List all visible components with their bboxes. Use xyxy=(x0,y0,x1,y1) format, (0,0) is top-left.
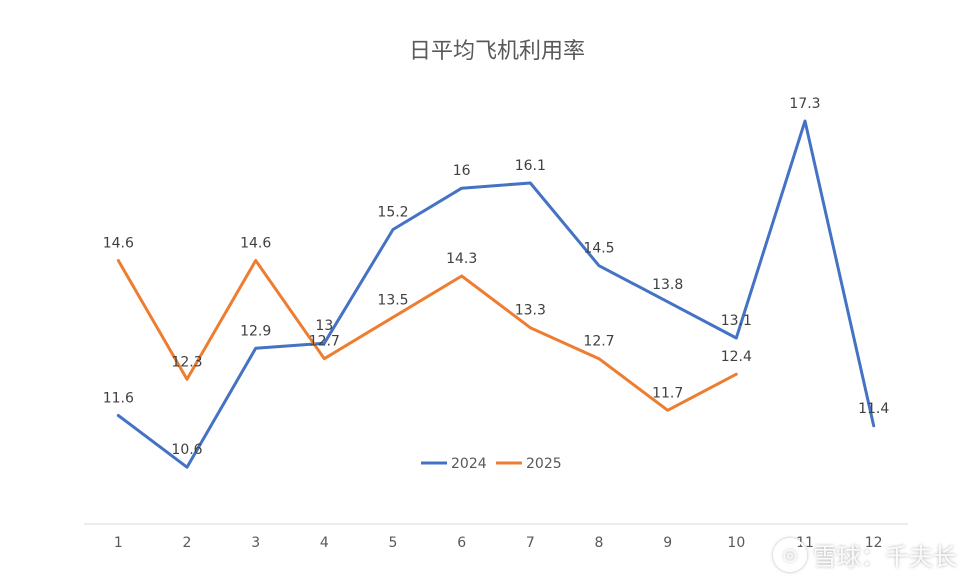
data-label-2024: 11.4 xyxy=(858,401,889,417)
data-label-2025: 14.6 xyxy=(103,236,134,252)
x-tick-label: 5 xyxy=(389,535,398,551)
data-label-2025: 14.3 xyxy=(446,251,477,267)
x-tick-label: 6 xyxy=(457,535,466,551)
snowball-logo-icon: ◎ xyxy=(773,537,807,572)
legend-label: 2024 xyxy=(451,456,487,472)
data-label-2024: 13 xyxy=(315,318,333,334)
watermark: ◎ 雪球：千夫长 xyxy=(773,537,957,572)
data-label-2025: 11.7 xyxy=(652,385,683,401)
data-label-2024: 12.9 xyxy=(240,323,271,339)
data-label-2025: 13.5 xyxy=(377,292,408,308)
data-label-2024: 13.1 xyxy=(721,313,752,329)
x-tick-label: 4 xyxy=(320,535,329,551)
x-tick-label: 2 xyxy=(183,535,192,551)
data-label-2025: 12.4 xyxy=(721,349,752,365)
data-label-2025: 12.3 xyxy=(171,354,202,370)
data-label-2024: 16 xyxy=(453,163,471,179)
data-label-2024: 17.3 xyxy=(789,96,820,112)
x-tick-label: 9 xyxy=(663,535,672,551)
data-label-2025: 12.7 xyxy=(583,334,614,350)
data-label-2024: 14.5 xyxy=(583,241,614,257)
x-tick-label: 10 xyxy=(727,535,745,551)
data-label-2025: 12.7 xyxy=(309,334,340,350)
data-label-2024: 13.8 xyxy=(652,277,683,293)
x-tick-label: 7 xyxy=(526,535,535,551)
x-tick-label: 1 xyxy=(114,535,123,551)
data-label-2025: 14.6 xyxy=(240,236,271,252)
x-tick-labels: 1 2 3 4 5 6 7 8 9 10 11 12 xyxy=(114,535,883,551)
series-lines xyxy=(116,119,876,469)
series-line-2025 xyxy=(116,259,738,412)
data-label-2024: 10.6 xyxy=(171,442,202,458)
chart-title: 日平均飞机利用率 xyxy=(409,39,585,64)
series-line-2024 xyxy=(116,119,876,469)
data-label-2024: 15.2 xyxy=(377,205,408,221)
legend: 2024 2025 xyxy=(421,456,562,472)
x-tick-label: 12 xyxy=(865,535,883,551)
data-label-2025: 13.3 xyxy=(515,303,546,319)
x-tick-label: 3 xyxy=(251,535,260,551)
x-tick-label: 8 xyxy=(595,535,604,551)
legend-label: 2025 xyxy=(526,456,562,472)
data-label-2024: 16.1 xyxy=(515,158,546,174)
data-label-2024: 11.6 xyxy=(103,391,134,407)
data-labels: 11.6 10.6 12.9 13 15.2 16 16.1 14.5 13.8 13.1 17.3… xyxy=(103,96,890,458)
watermark-text: 雪球：千夫长 xyxy=(813,543,957,571)
